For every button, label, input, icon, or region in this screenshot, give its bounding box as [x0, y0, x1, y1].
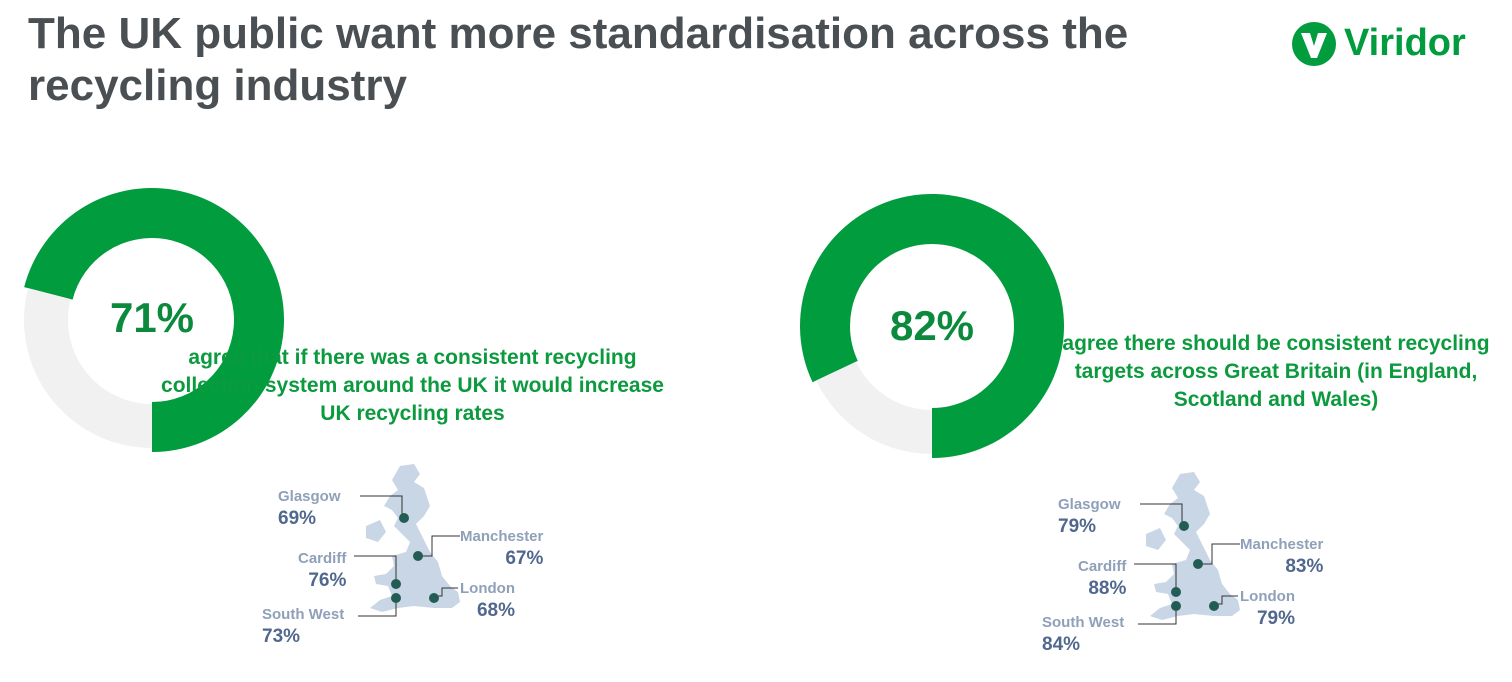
uk-map-2-svg [1134, 472, 1240, 625]
map-1-dot-south-west [391, 593, 401, 603]
uk-map-1: Glasgow 69% Manchester 67% Cardiff 76% Lond… [262, 462, 602, 662]
viridor-v-icon [1292, 22, 1336, 66]
map-1-south-west: South West 73% [262, 606, 345, 647]
donut-chart-1: 71% [18, 186, 286, 454]
map-1-manchester: Manchester 67% [460, 528, 544, 569]
map-1-cardiff: Cardiff 76% [298, 550, 347, 591]
map-2-dot-south-west [1171, 601, 1181, 611]
uk-map-1-svg [354, 464, 460, 617]
donut-2-segment-agree [800, 194, 1064, 458]
donut-1-segment-remainder [23, 288, 153, 448]
page-title: The UK public want more standardisation … [28, 9, 1129, 110]
map-2-glasgow: Glasgow 79% [1058, 496, 1121, 537]
map-2-dot-glasgow [1179, 521, 1189, 531]
viridor-logo: Viridor [1290, 20, 1495, 70]
map-2-dot-manchester [1193, 559, 1203, 569]
donut-1-segment-agree [24, 188, 284, 452]
caption-2: agree there should be consistent recycli… [1062, 332, 1490, 411]
map-2-cardiff: Cardiff 88% [1078, 558, 1127, 599]
map-2-london: London 79% [1240, 588, 1295, 629]
caption-1: agree that if there was a consistent rec… [161, 346, 664, 425]
donut-1-value: 71% [109, 294, 195, 341]
map-2-dot-london [1209, 601, 1219, 611]
donut-chart-2: 82% [798, 192, 1066, 460]
logo-text: Viridor [1344, 22, 1466, 64]
donut-2-segment-remainder [816, 361, 932, 454]
donut-svg-2 [800, 194, 1064, 458]
map-1-dot-manchester [413, 551, 423, 561]
map-1-dot-london [429, 593, 439, 603]
uk-map-2: Glasgow 79% Manchester 83% Cardiff 88% Lond… [1042, 470, 1382, 670]
map-1-london: London 68% [460, 580, 515, 621]
map-1-dot-glasgow [399, 513, 409, 523]
donut-2-value: 82% [889, 302, 975, 349]
donut-svg-1 [23, 188, 284, 452]
map-2-manchester: Manchester 83% [1240, 536, 1324, 577]
map-2-south-west: South West 84% [1042, 614, 1125, 655]
map-1-dot-cardiff [391, 579, 401, 589]
map-2-dot-cardiff [1171, 587, 1181, 597]
map-1-glasgow: Glasgow 69% [278, 488, 341, 529]
